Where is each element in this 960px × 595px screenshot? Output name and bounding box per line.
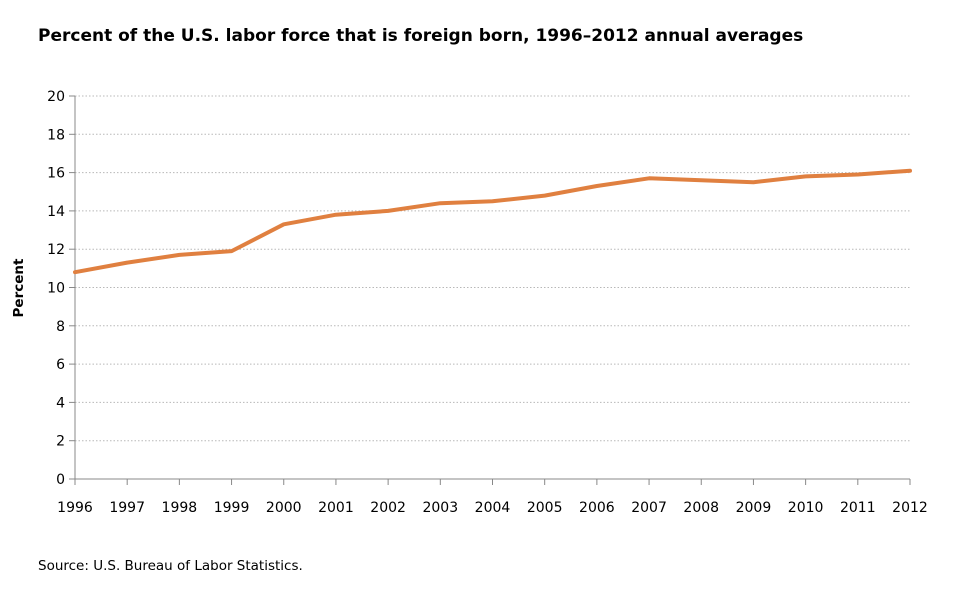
y-tick-label: 0 [56, 472, 65, 488]
data-point [699, 178, 703, 182]
y-axis-ticks: 0 2 4 6 8 10 12 14 16 18 20 [47, 89, 75, 488]
data-point [334, 213, 338, 217]
y-tick-label: 10 [47, 281, 65, 297]
x-tick-label: 2011 [840, 500, 876, 516]
x-tick-label: 1997 [109, 500, 145, 516]
source-note: Source: U.S. Bureau of Labor Statistics. [38, 558, 303, 574]
data-point [647, 176, 651, 180]
x-tick-label: 2000 [266, 500, 302, 516]
gridlines [75, 95, 910, 442]
x-tick-label: 1996 [57, 500, 93, 516]
data-point [543, 194, 547, 198]
y-axis-label: Percent [11, 258, 27, 317]
data-point [804, 174, 808, 178]
y-tick-label: 6 [56, 357, 65, 373]
x-tick-label: 2010 [788, 500, 824, 516]
series [73, 168, 912, 275]
data-point [386, 209, 390, 213]
x-tick-label: 2005 [527, 500, 563, 516]
y-tick-label: 20 [47, 89, 65, 105]
x-tick-label: 2006 [579, 500, 615, 516]
data-point [438, 201, 442, 205]
data-point [908, 169, 912, 173]
data-point [73, 270, 77, 274]
x-tick-label: 2007 [631, 500, 667, 516]
data-point [595, 184, 599, 188]
y-tick-label: 4 [56, 395, 65, 411]
chart-title: Percent of the U.S. labor force that is … [38, 26, 804, 46]
data-point [282, 222, 286, 226]
y-tick-label: 18 [47, 127, 65, 143]
x-tick-label: 2004 [475, 500, 511, 516]
y-tick-label: 8 [56, 319, 65, 335]
x-tick-label: 2012 [892, 500, 928, 516]
x-tick-label: 2001 [318, 500, 354, 516]
y-tick-label: 2 [56, 434, 65, 450]
x-tick-label: 2009 [736, 500, 772, 516]
y-tick-label: 16 [47, 166, 65, 182]
x-tick-label: 1999 [214, 500, 250, 516]
x-tick-label: 2002 [370, 500, 406, 516]
y-tick-label: 12 [47, 242, 65, 258]
x-tick-label: 2003 [422, 500, 458, 516]
x-tick-label: 1998 [162, 500, 198, 516]
x-tick-label: 2008 [683, 500, 719, 516]
data-point [230, 249, 234, 253]
data-point [751, 180, 755, 184]
data-point [491, 199, 495, 203]
data-point [125, 261, 129, 265]
x-axis-ticks: 1996 1997 1998 1999 2000 2001 2002 2003 2004 2005… [57, 479, 928, 516]
series-line [73, 168, 912, 275]
data-point [856, 173, 860, 177]
y-tick-label: 14 [47, 204, 65, 220]
data-point [177, 253, 181, 257]
